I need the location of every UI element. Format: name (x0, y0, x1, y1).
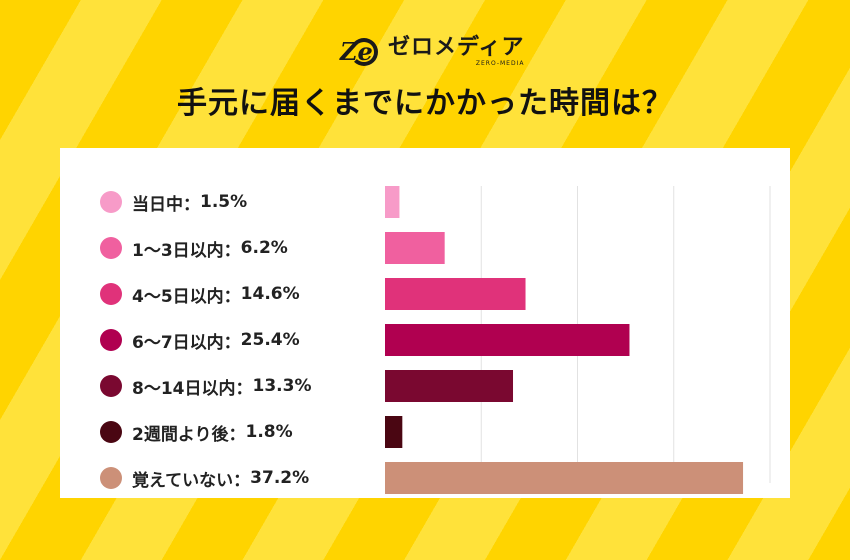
legend-separator: ： (223, 240, 241, 261)
brand-logo: Ze ゼロメディア ZERO-MEDIA (340, 32, 524, 72)
logo-mark-icon: Ze (340, 34, 380, 70)
legend-item: 8〜14日以内： 13.3% (100, 371, 311, 401)
legend-label: 覚えていない (132, 470, 234, 491)
legend-label: 6〜7日以内 (132, 332, 224, 353)
bar (385, 186, 400, 218)
legend-separator: ： (223, 286, 241, 307)
legend-value: 13.3% (252, 376, 312, 396)
legend-label: 1〜3日以内 (132, 240, 224, 261)
legend-swatch (100, 421, 122, 443)
legend-separator: ： (228, 424, 246, 445)
legend-label: 4〜5日以内 (132, 286, 224, 307)
bar (385, 416, 403, 448)
logo-name: ゼロメディア (388, 35, 525, 60)
bar (385, 324, 630, 356)
legend-separator: ： (235, 378, 253, 399)
legend-swatch (100, 375, 122, 397)
chart-title: 手元に届くまでにかかった時間は？ (177, 86, 673, 121)
bar (385, 278, 526, 310)
legend: 当日中： 1.5% 1〜3日以内： 6.2% 4〜5日以内： 14.6% 6〜7日以内： 25… (60, 148, 380, 498)
legend-separator: ： (233, 470, 251, 491)
legend-swatch (100, 283, 122, 305)
legend-separator: ： (223, 332, 241, 353)
legend-value: 1.8% (245, 422, 293, 442)
legend-label: 8〜14日以内 (132, 378, 236, 399)
legend-item: 6〜7日以内： 25.4% (100, 325, 300, 355)
legend-label: 当日中 (132, 194, 183, 215)
bar-chart (385, 186, 771, 494)
legend-value: 37.2% (250, 468, 310, 488)
legend-item: 覚えていない： 37.2% (100, 463, 309, 493)
legend-label: 2週間より後 (132, 424, 229, 445)
legend-value: 1.5% (200, 192, 248, 212)
legend-swatch (100, 191, 122, 213)
legend-value: 25.4% (240, 330, 300, 350)
legend-value: 6.2% (240, 238, 288, 258)
legend-swatch (100, 329, 122, 351)
legend-swatch (100, 237, 122, 259)
legend-item: 当日中： 1.5% (100, 187, 247, 217)
legend-separator: ： (183, 194, 200, 215)
bar (385, 370, 514, 402)
chart-panel: 当日中： 1.5% 1〜3日以内： 6.2% 4〜5日以内： 14.6% 6〜7日以内： 25… (60, 148, 790, 498)
legend-item: 4〜5日以内： 14.6% (100, 279, 300, 309)
legend-swatch (100, 467, 122, 489)
legend-item: 2週間より後： 1.8% (100, 417, 293, 447)
bar (385, 462, 744, 494)
bar (385, 232, 445, 264)
legend-item: 1〜3日以内： 6.2% (100, 233, 288, 263)
logo-subtitle: ZERO-MEDIA (475, 60, 525, 67)
legend-value: 14.6% (240, 284, 300, 304)
